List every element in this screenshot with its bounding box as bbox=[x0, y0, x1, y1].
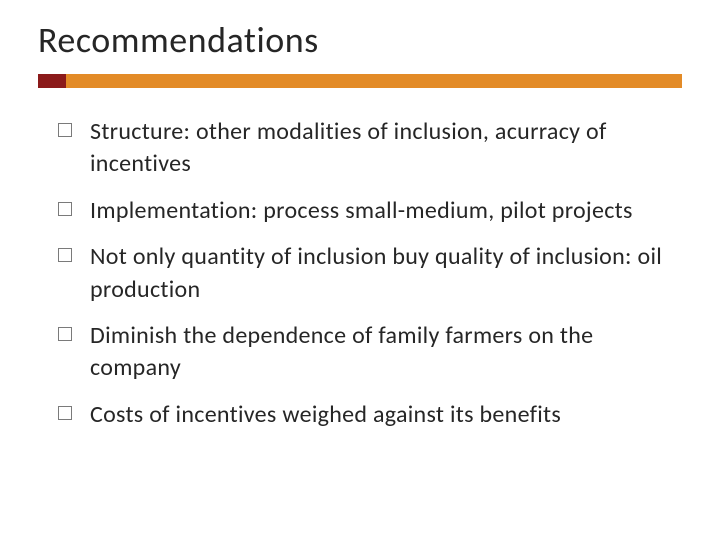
list-item: Diminish the dependence of family farmer… bbox=[58, 320, 682, 385]
list-item: Costs of incentives weighed against its … bbox=[58, 399, 682, 431]
accent-bar bbox=[38, 74, 682, 88]
list-item: Structure: other modalities of inclusion… bbox=[58, 116, 682, 181]
bullet-text: Implementation: process small-medium, pi… bbox=[90, 195, 633, 227]
accent-bar-left bbox=[38, 74, 66, 88]
list-item: Not only quantity of inclusion buy quali… bbox=[58, 241, 682, 306]
bullet-text: Diminish the dependence of family farmer… bbox=[90, 320, 682, 385]
bullet-text: Structure: other modalities of inclusion… bbox=[90, 116, 682, 181]
square-bullet-icon bbox=[58, 327, 72, 341]
square-bullet-icon bbox=[58, 248, 72, 262]
accent-bar-right bbox=[66, 74, 682, 88]
square-bullet-icon bbox=[58, 202, 72, 216]
bullet-text: Not only quantity of inclusion buy quali… bbox=[90, 241, 682, 306]
bullet-text: Costs of incentives weighed against its … bbox=[90, 399, 561, 431]
list-item: Implementation: process small-medium, pi… bbox=[58, 195, 682, 227]
slide-title: Recommendations bbox=[38, 18, 682, 62]
square-bullet-icon bbox=[58, 123, 72, 137]
slide-container: Recommendations Structure: other modalit… bbox=[0, 0, 720, 540]
square-bullet-icon bbox=[58, 406, 72, 420]
bullet-list: Structure: other modalities of inclusion… bbox=[38, 116, 682, 431]
